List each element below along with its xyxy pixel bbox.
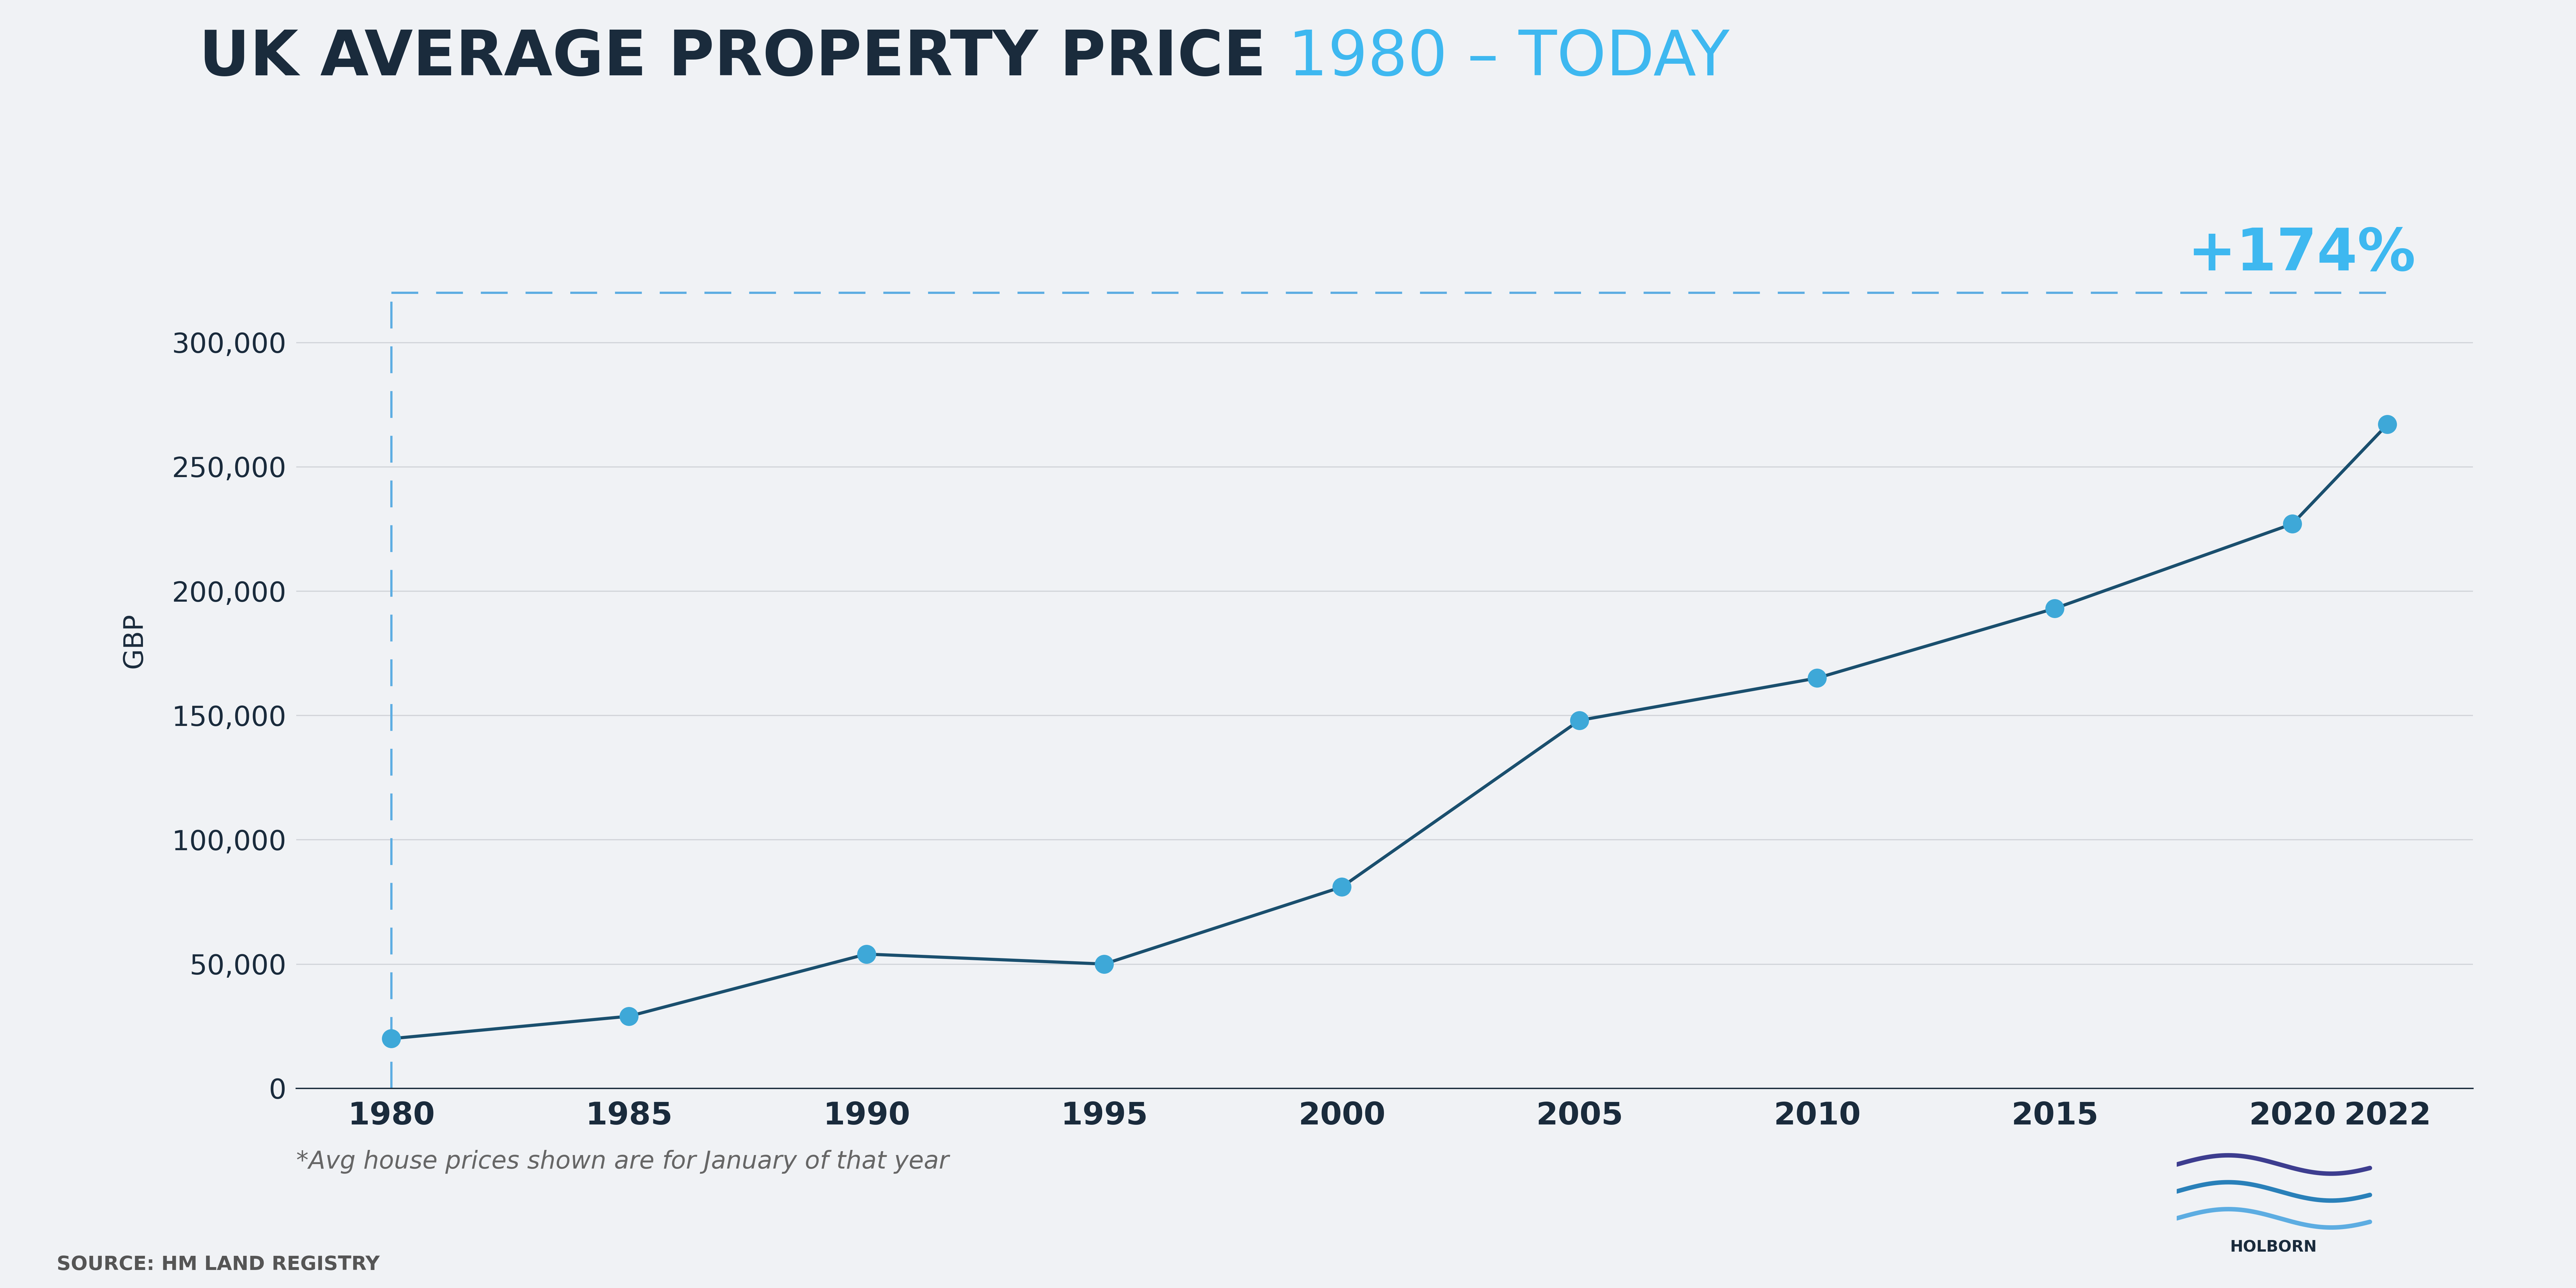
Point <box>2272 514 2313 535</box>
Point <box>371 1028 412 1048</box>
Point <box>2035 598 2076 618</box>
Point <box>1321 877 1363 898</box>
Y-axis label: GBP: GBP <box>121 613 147 668</box>
Text: 1980 – TODAY: 1980 – TODAY <box>1288 28 1728 88</box>
Point <box>1558 710 1600 730</box>
Text: *Avg house prices shown are for January of that year: *Avg house prices shown are for January … <box>296 1150 948 1173</box>
Text: +174%: +174% <box>2187 227 2416 283</box>
Point <box>1795 667 1837 688</box>
Text: UK AVERAGE PROPERTY PRICE: UK AVERAGE PROPERTY PRICE <box>198 28 1288 88</box>
Point <box>845 944 886 965</box>
Text: HOLBORN: HOLBORN <box>2231 1239 2316 1255</box>
Point <box>608 1006 649 1027</box>
Text: SOURCE: HM LAND REGISTRY: SOURCE: HM LAND REGISTRY <box>57 1256 379 1274</box>
Point <box>2367 415 2409 435</box>
Point <box>1084 953 1126 974</box>
